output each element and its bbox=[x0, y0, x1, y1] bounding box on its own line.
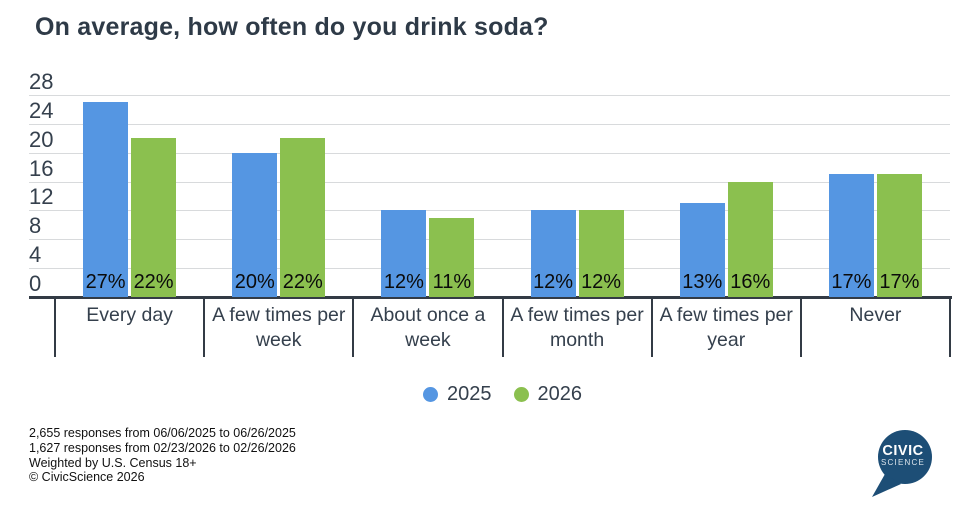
category-label: A few times per year bbox=[659, 304, 793, 351]
bar-value-label-2025: 27% bbox=[85, 271, 126, 293]
bar-value-label-2026: 17% bbox=[879, 271, 920, 293]
logo-word-civic: CIVIC bbox=[882, 443, 923, 459]
gridline bbox=[29, 268, 950, 270]
logo-bubble bbox=[878, 430, 932, 484]
y-axis-tick-label: 24 bbox=[29, 97, 54, 123]
bar-2026 bbox=[578, 210, 624, 297]
category-label: Every day bbox=[86, 304, 173, 326]
y-axis-tick-label: 0 bbox=[29, 271, 42, 296]
bar-2025 bbox=[828, 174, 874, 297]
bar-value-label-2025: 13% bbox=[682, 271, 723, 293]
bar-value-label-2026: 12% bbox=[581, 271, 622, 293]
category-label: About once a week bbox=[370, 304, 486, 351]
category-label: Never bbox=[849, 304, 902, 326]
bar-value-label-2025: 12% bbox=[533, 271, 574, 293]
bar-value-label-2026: 11% bbox=[432, 271, 472, 293]
legend-label-2025: 2025 bbox=[447, 383, 492, 405]
legend-item-2025: 2025 bbox=[423, 383, 492, 406]
bar-value-label-2026: 16% bbox=[730, 271, 771, 293]
footnote-weighting: Weighted by U.S. Census 18+ bbox=[29, 455, 197, 470]
category-separator bbox=[650, 299, 653, 357]
gridline bbox=[29, 123, 950, 125]
bar-2026 bbox=[727, 181, 773, 297]
y-axis-tick-label: 8 bbox=[29, 213, 42, 239]
legend-dot-2026 bbox=[513, 387, 529, 402]
legend-item-2026: 2026 bbox=[513, 383, 583, 406]
bar-2025 bbox=[83, 102, 129, 297]
logo-bubble-tail bbox=[872, 474, 901, 497]
bar-value-label-2026: 22% bbox=[282, 271, 323, 293]
bar-2025 bbox=[381, 210, 427, 297]
category-separator bbox=[799, 299, 802, 357]
legend: 2025 2026 bbox=[55, 383, 950, 406]
chart-title: On average, how often do you drink soda? bbox=[35, 13, 549, 41]
x-axis-line bbox=[29, 296, 952, 299]
y-axis-tick-label: 28 bbox=[29, 69, 54, 94]
gridline bbox=[29, 181, 950, 183]
category-separator bbox=[352, 299, 355, 357]
footnote-responses-2025: 2,655 responses from 06/06/2025 to 06/26… bbox=[29, 426, 296, 440]
legend-label-2026: 2026 bbox=[537, 383, 583, 405]
bar-2026 bbox=[280, 138, 326, 297]
logo-word-science: SCIENCE bbox=[881, 458, 925, 467]
footnotes: 2,655 responses from 06/06/2025 to 06/26… bbox=[29, 426, 296, 485]
category-separator bbox=[203, 299, 206, 357]
bar-2025 bbox=[232, 152, 278, 297]
y-axis-tick-label: 12 bbox=[29, 184, 54, 210]
bar-value-label-2025: 17% bbox=[831, 271, 872, 293]
bar-2026 bbox=[131, 138, 177, 297]
y-axis-tick-label: 20 bbox=[29, 126, 54, 152]
bar-2025 bbox=[530, 210, 576, 297]
bar-value-label-2025: 20% bbox=[234, 271, 275, 293]
footnote-responses-2026: 1,627 responses from 02/23/2026 to 02/26… bbox=[29, 440, 296, 455]
category-separator bbox=[949, 299, 951, 357]
bar-value-label-2026: 22% bbox=[133, 271, 174, 293]
bar-2026 bbox=[876, 174, 922, 297]
gridline bbox=[29, 152, 950, 154]
bar-2025 bbox=[679, 203, 725, 297]
gridline bbox=[29, 239, 950, 241]
y-axis-tick-label: 16 bbox=[29, 155, 54, 181]
y-axis-tick-label: 4 bbox=[29, 242, 42, 268]
civicscience-logo: CIVIC SCIENCE bbox=[872, 430, 932, 497]
gridline bbox=[29, 95, 950, 96]
legend-dot-2025 bbox=[423, 387, 438, 402]
bar-value-label-2025: 12% bbox=[383, 271, 424, 293]
bar-2026 bbox=[429, 217, 475, 297]
category-label: A few times per month bbox=[510, 304, 644, 351]
category-label: A few times per week bbox=[212, 304, 346, 351]
category-separator bbox=[501, 299, 504, 357]
gridline bbox=[29, 210, 950, 212]
footnote-copyright: © CivicScience 2026 bbox=[29, 470, 145, 485]
category-separator bbox=[54, 299, 56, 357]
